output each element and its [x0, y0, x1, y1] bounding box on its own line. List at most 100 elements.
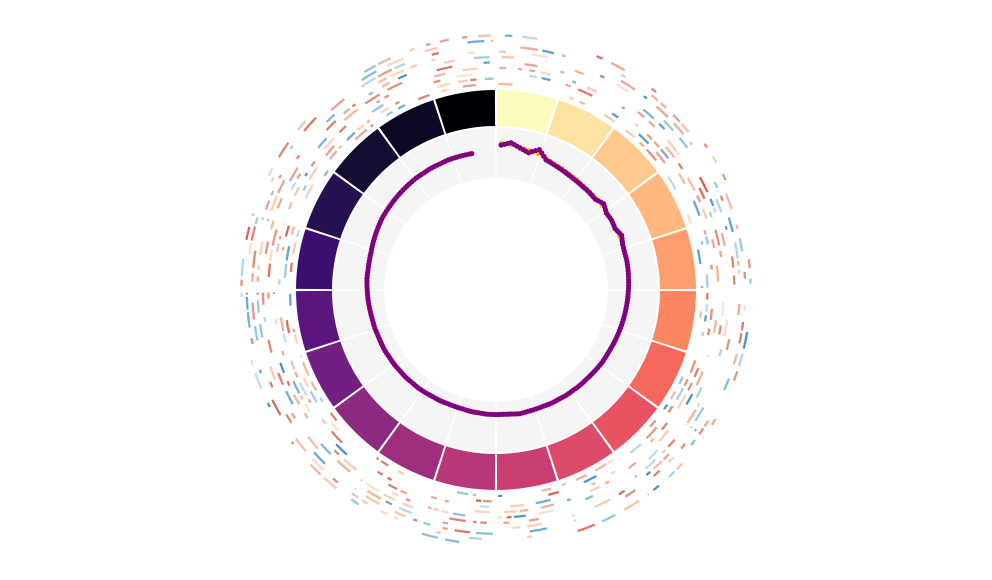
track-bar: [680, 122, 690, 133]
track-bar: [706, 328, 711, 336]
track-bar: [245, 296, 249, 310]
track-bar: [742, 331, 749, 349]
track-bar: [667, 470, 676, 478]
track-bar: [628, 461, 637, 470]
track-bar: [254, 216, 259, 225]
track-bar: [594, 463, 607, 472]
track-bar: [321, 418, 327, 425]
track-bar: [279, 362, 286, 374]
track-bar: [529, 69, 536, 73]
track-bar: [591, 481, 596, 486]
track-bar: [323, 137, 335, 150]
track-bar: [658, 429, 670, 442]
track-block: [401, 380, 461, 444]
track-bar: [256, 300, 260, 313]
track-bar: [397, 73, 408, 80]
track-bar: [565, 83, 571, 88]
track-bar: [277, 179, 286, 194]
track-bar: [400, 489, 408, 495]
ideogram-ring: [296, 90, 696, 490]
track-bar: [727, 217, 734, 233]
track-bar: [332, 477, 339, 484]
track-bar: [528, 74, 538, 79]
track-bar: [398, 506, 413, 515]
outer-tracks: [240, 34, 752, 544]
track-bar: [730, 256, 735, 268]
track-bar: [647, 449, 659, 460]
track-bar: [501, 55, 515, 59]
track-bar: [279, 317, 285, 332]
track-bar: [698, 427, 705, 435]
track-bar: [566, 498, 571, 502]
track-bar: [645, 148, 658, 162]
track-bar: [541, 487, 552, 492]
track-bar: [351, 492, 359, 499]
track-bar: [468, 536, 483, 540]
track-bar: [732, 353, 738, 365]
track-bar: [444, 499, 450, 503]
track-bar: [328, 150, 338, 161]
track-bar: [285, 390, 294, 405]
track-bar: [461, 35, 468, 39]
track-bar: [391, 491, 400, 497]
track-bar: [277, 141, 290, 158]
track-bar: [732, 370, 739, 382]
track-bar: [634, 122, 639, 128]
track-bar: [650, 87, 657, 93]
track-bar: [650, 94, 659, 102]
track-bar: [333, 449, 340, 456]
track-bar: [658, 122, 666, 130]
track-bar: [723, 377, 731, 391]
track-bar: [431, 58, 436, 62]
track-bar: [263, 316, 267, 322]
track-bar: [449, 517, 466, 523]
track-bar: [261, 216, 265, 221]
track-bar: [644, 458, 657, 470]
track-bar: [672, 114, 681, 123]
track-bar: [711, 238, 716, 249]
track-bar: [424, 46, 438, 53]
track-bar: [594, 498, 611, 508]
track-bar: [660, 102, 667, 109]
track-bar: [284, 225, 291, 237]
track-bar: [710, 418, 717, 426]
track-bar: [310, 380, 318, 392]
track-bar: [696, 249, 702, 265]
track-bar: [371, 103, 385, 113]
track-bar: [281, 246, 285, 251]
track-bar: [270, 195, 278, 212]
track-bar: [393, 62, 406, 70]
track-bar: [375, 99, 381, 104]
ideogram-segment: [547, 423, 613, 480]
track-bar: [311, 457, 325, 471]
track-bar: [537, 509, 554, 515]
ideogram-segment: [435, 446, 496, 490]
track-bar: [389, 69, 405, 78]
track-bar: [250, 226, 257, 241]
track-bar: [510, 503, 525, 508]
track-bar: [423, 521, 431, 526]
track-bar: [638, 133, 650, 145]
track-bar: [330, 422, 339, 432]
track-bar: [325, 145, 335, 157]
track-bar: [267, 339, 273, 353]
track-bar: [444, 538, 460, 544]
ideogram-segment: [296, 229, 340, 290]
track-bar: [307, 435, 320, 450]
track-bar: [436, 65, 453, 72]
track-bar: [377, 57, 392, 66]
track-bar: [577, 523, 596, 533]
track-bar: [467, 51, 475, 55]
track-bar: [394, 510, 406, 518]
track-bar: [368, 91, 374, 96]
track-bar: [462, 67, 478, 72]
track-bar: [254, 372, 263, 389]
track-bar: [620, 79, 636, 91]
track-bar: [295, 437, 307, 453]
track-bar: [285, 245, 291, 261]
track-bar: [599, 74, 606, 79]
track-bar: [266, 402, 271, 408]
track-bar: [425, 42, 431, 47]
track-bar: [302, 377, 310, 388]
track-bar: [683, 378, 689, 387]
